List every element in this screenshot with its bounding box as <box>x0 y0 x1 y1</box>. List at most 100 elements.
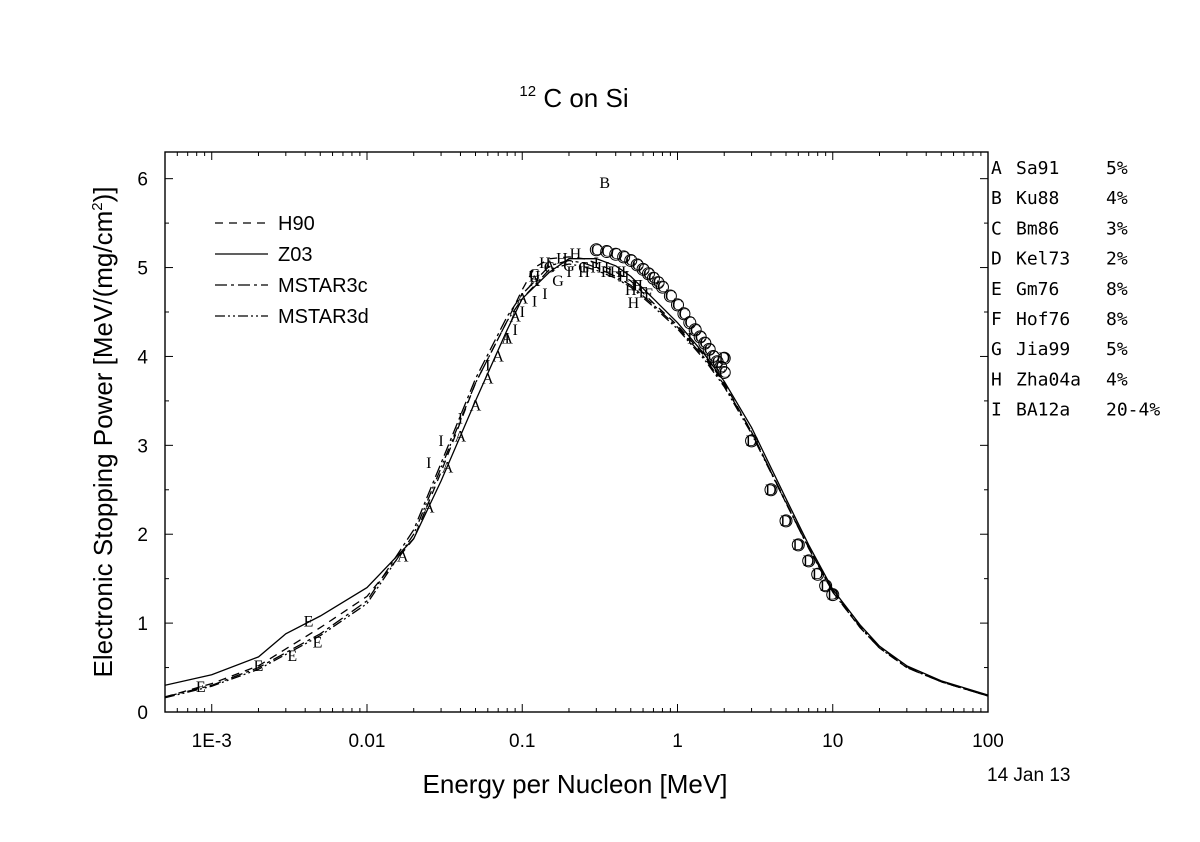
series-line-z03 <box>165 258 988 696</box>
data-marker: I <box>438 433 443 450</box>
reference-name: Ku88 <box>1016 188 1059 209</box>
y-tick-label: 5 <box>137 259 148 280</box>
reference-letter: D <box>991 249 1002 270</box>
reference-letter: F <box>991 309 1002 330</box>
reference-letter: B <box>991 188 1002 209</box>
data-marker: I <box>566 264 571 281</box>
data-marker: E <box>287 648 297 665</box>
reference-letter: A <box>991 158 1002 179</box>
date-stamp: 14 Jan 13 <box>987 765 1070 786</box>
reference-error: 8% <box>1106 279 1128 300</box>
reference-error: 2% <box>1106 249 1128 270</box>
data-marker-circle <box>670 298 684 312</box>
data-marker-circle <box>688 323 702 337</box>
data-marker-circle <box>764 483 778 497</box>
data-marker: H <box>591 260 603 277</box>
y-tick-label: 1 <box>137 614 148 635</box>
data-marker: I <box>604 260 609 277</box>
data-marker: E <box>304 613 314 630</box>
data-marker: H <box>556 251 568 268</box>
data-marker: F <box>639 284 648 301</box>
data-marker: G <box>552 273 564 290</box>
data-marker: C <box>638 261 649 278</box>
reference-name: Zha04a <box>1016 369 1081 390</box>
data-marker: D <box>793 537 805 554</box>
data-marker: G <box>544 260 556 277</box>
data-marker: H <box>578 264 590 281</box>
data-marker: I <box>594 255 599 272</box>
reference-letter: I <box>991 400 1002 421</box>
data-marker: C <box>625 252 636 269</box>
data-marker: H <box>628 295 640 312</box>
series-line-mstar3c <box>165 259 988 698</box>
data-marker: A <box>482 371 494 388</box>
data-marker: C <box>684 315 695 332</box>
data-marker-circle <box>819 579 833 593</box>
legend-label-z03: Z03 <box>278 244 312 266</box>
legend: H90 Z03 MSTAR3c MSTAR3d <box>215 213 369 328</box>
data-marker-circle <box>646 271 660 285</box>
data-marker: H <box>570 246 582 263</box>
x-tick-label: 1E-3 <box>192 731 232 752</box>
x-tick-label: 0.1 <box>509 731 535 752</box>
plot-frame <box>164 151 989 713</box>
reference-error: 4% <box>1106 369 1128 390</box>
data-marker: I <box>485 357 490 374</box>
y-tick-label: 4 <box>137 347 148 368</box>
data-marker: C <box>690 322 701 339</box>
x-axis-label: Energy per Nucleon [MeV] <box>423 769 728 799</box>
data-marker: D <box>812 566 824 583</box>
data-marker: H <box>625 282 637 299</box>
reference-name: Hof76 <box>1016 309 1070 330</box>
reference-name: Sa91 <box>1016 158 1059 179</box>
data-marker: C <box>665 288 676 305</box>
y-tick-label: 6 <box>137 170 148 191</box>
data-marker-circle <box>655 280 669 294</box>
data-marker-circle <box>791 538 805 552</box>
data-marker: A <box>442 460 454 477</box>
data-marker: A <box>509 308 521 325</box>
data-marker: A <box>397 548 409 565</box>
data-marker: C <box>719 364 730 381</box>
reference-name: Gm76 <box>1016 279 1059 300</box>
data-marker: B <box>599 175 610 192</box>
data-marker: I <box>458 411 463 428</box>
data-marker: C <box>657 279 668 296</box>
data-marker: I <box>532 293 537 310</box>
data-marker: C <box>704 341 715 358</box>
data-marker: F <box>633 277 642 294</box>
y-axis-label: Electronic Stopping Power [MeV/(mg/cm2)] <box>88 187 118 678</box>
data-marker: C <box>601 244 612 261</box>
title-superscript: 12 <box>519 83 536 100</box>
data-marker: A <box>470 397 482 414</box>
y-axis-label-main: Electronic Stopping Power [MeV/(mg/cm <box>88 211 118 678</box>
data-marker: D <box>827 587 839 604</box>
reference-error: 4% <box>1106 188 1128 209</box>
data-marker-circle <box>641 267 655 281</box>
data-marker-circle <box>677 307 691 321</box>
data-marker: C <box>632 257 643 274</box>
data-marker: C <box>610 246 621 263</box>
data-marker-circle <box>609 247 623 261</box>
data-marker: E <box>313 635 323 652</box>
data-marker: E <box>254 658 264 675</box>
reference-letter: G <box>991 339 1002 360</box>
data-marker: I <box>505 331 510 348</box>
y-tick-label: 2 <box>137 525 148 546</box>
reference-letter: E <box>991 279 1002 300</box>
y-tick-label: 0 <box>137 703 148 724</box>
data-marker: I <box>542 286 547 303</box>
data-marker-circle <box>717 365 731 379</box>
y-tick-label: 3 <box>137 436 148 457</box>
reference-error: 8% <box>1106 309 1128 330</box>
data-marker: I <box>621 264 626 281</box>
data-marker: H <box>618 268 630 285</box>
data-marker: D <box>718 350 730 367</box>
data-marker: D <box>820 578 832 595</box>
data-marker: H <box>601 264 613 281</box>
data-marker: G <box>529 267 541 284</box>
data-marker: C <box>695 329 706 346</box>
reference-error: 3% <box>1106 218 1128 239</box>
